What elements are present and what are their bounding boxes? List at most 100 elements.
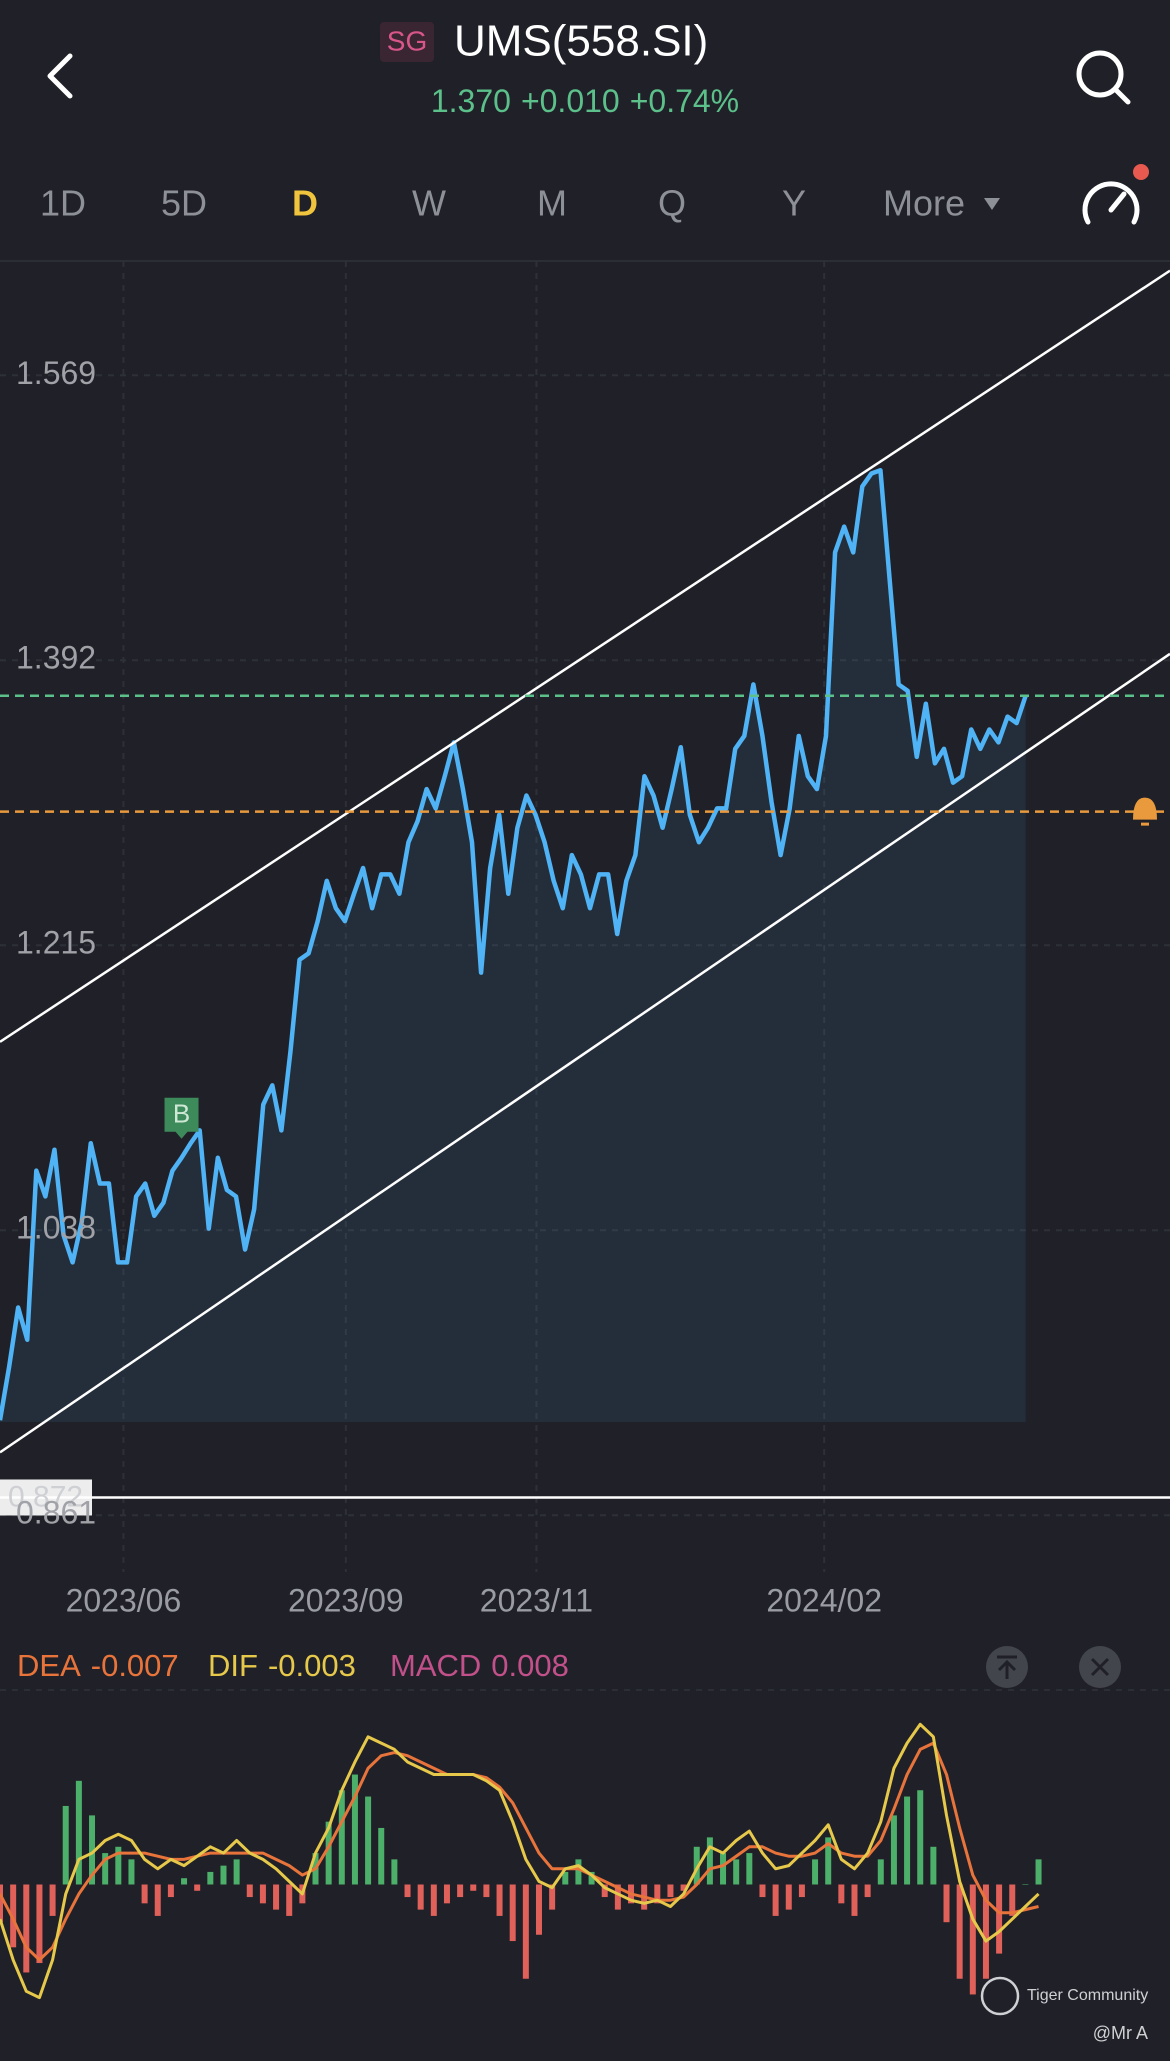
macd-bar [457,1884,464,1898]
market-badge-bg [380,22,434,62]
macd-bar [128,1859,135,1885]
macd-bar [286,1884,293,1916]
price: 1.370 [431,83,511,119]
macd-bar [904,1796,911,1885]
macd-bar [759,1884,766,1898]
pin-icon [997,1655,1017,1679]
macd-bar [404,1884,411,1898]
macd-bar [825,1837,832,1885]
quote: 1.370 +0.010 +0.74% [431,83,739,119]
macd-bar [391,1859,398,1885]
tab[interactable]: 5D [161,183,207,224]
legend-entry: DEA -0.007 [17,1648,179,1683]
macd-bar [23,1884,30,1973]
legend-name: DIF [208,1648,258,1683]
watermark-logo [980,1976,1020,2016]
price-label-bg [0,1479,92,1516]
macd-bar [181,1878,188,1885]
macd-bar [693,1846,700,1885]
close-button[interactable] [1079,1646,1121,1688]
macd-bar [851,1884,858,1916]
indicator-button[interactable] [1082,164,1149,225]
macd-bar [338,1790,345,1885]
macd-bar [351,1774,358,1885]
macd-bar [378,1827,385,1885]
macd-bar [930,1846,937,1885]
macd-bar [996,1884,1003,1954]
macd-bar [969,1884,976,1995]
macd-bar [417,1884,424,1910]
macd-bar [601,1884,608,1898]
alert-bell [1133,797,1157,826]
macd-bar [1035,1859,1042,1885]
legend-entry: MACD 0.008 [390,1648,569,1683]
macd-bar [102,1853,109,1885]
macd-bar [273,1884,280,1910]
macd-bar [62,1805,69,1885]
back-button[interactable] [47,53,73,99]
macd-bar [785,1884,792,1910]
tab[interactable]: Q [658,183,686,224]
macd-bar [430,1884,437,1916]
macd-bar [167,1884,174,1898]
macd-bar [483,1884,490,1898]
macd-bar [956,1884,963,1979]
macd-bar [509,1884,516,1942]
tab[interactable]: Y [782,183,806,224]
y-tick-label: 1.215 [16,925,96,961]
macd-bar [654,1884,661,1904]
close-icon [1090,1657,1110,1677]
indicator-line [0,1722,1040,2000]
macd-bar [562,1871,569,1885]
pin-button[interactable] [986,1646,1028,1688]
macd-bar [246,1884,253,1898]
search-button[interactable] [1076,50,1131,105]
macd-bar [1009,1884,1016,1916]
macd-bar [1022,1884,1029,1885]
legend-value: -0.007 [91,1648,179,1683]
macd-bar [706,1837,713,1885]
macd-bar [496,1884,503,1916]
macd-bar [49,1884,56,1916]
macd-bar [812,1859,819,1885]
tab[interactable]: M [537,183,567,224]
legend-value: -0.003 [268,1648,356,1683]
change: +0.010 [521,83,620,119]
macd-bar [864,1884,871,1898]
x-tick-label: 2023/11 [480,1582,593,1618]
macd-bar [720,1853,727,1885]
more-arrow [984,198,1000,210]
gauge-icon [1082,181,1140,225]
market-badge: SG [387,25,427,56]
y-tick-label: 1.038 [16,1210,96,1246]
macd-bar [233,1859,240,1885]
tab[interactable]: More [883,183,965,224]
macd-bar [194,1884,201,1891]
macd-bar [549,1884,556,1910]
y-tick-label: 1.392 [16,640,96,676]
trend-line [0,652,1170,1454]
tabs: 1D 5D D W M Q Y More [40,183,965,224]
marker-badge [164,1097,199,1139]
macd-bar [75,1780,82,1885]
search-icon [1076,50,1124,98]
macd-bar [798,1884,805,1898]
legend-value: 0.008 [491,1648,569,1683]
macd-bar [365,1796,372,1885]
macd-bar [917,1790,924,1885]
tab[interactable]: D [292,183,318,224]
tab[interactable]: W [412,183,446,224]
symbol: UMS(558.SI) [454,17,708,66]
macd-bar [115,1846,122,1885]
change-pct: +0.74% [630,83,739,119]
legend-entry: DIF -0.003 [208,1648,356,1683]
macd-bar [470,1884,477,1891]
tab[interactable]: 1D [40,183,86,224]
macd-bar [733,1859,740,1885]
macd-bar [667,1884,674,1898]
macd-bar [141,1884,148,1904]
notification-dot [1133,164,1149,180]
price-line [0,468,1028,1421]
